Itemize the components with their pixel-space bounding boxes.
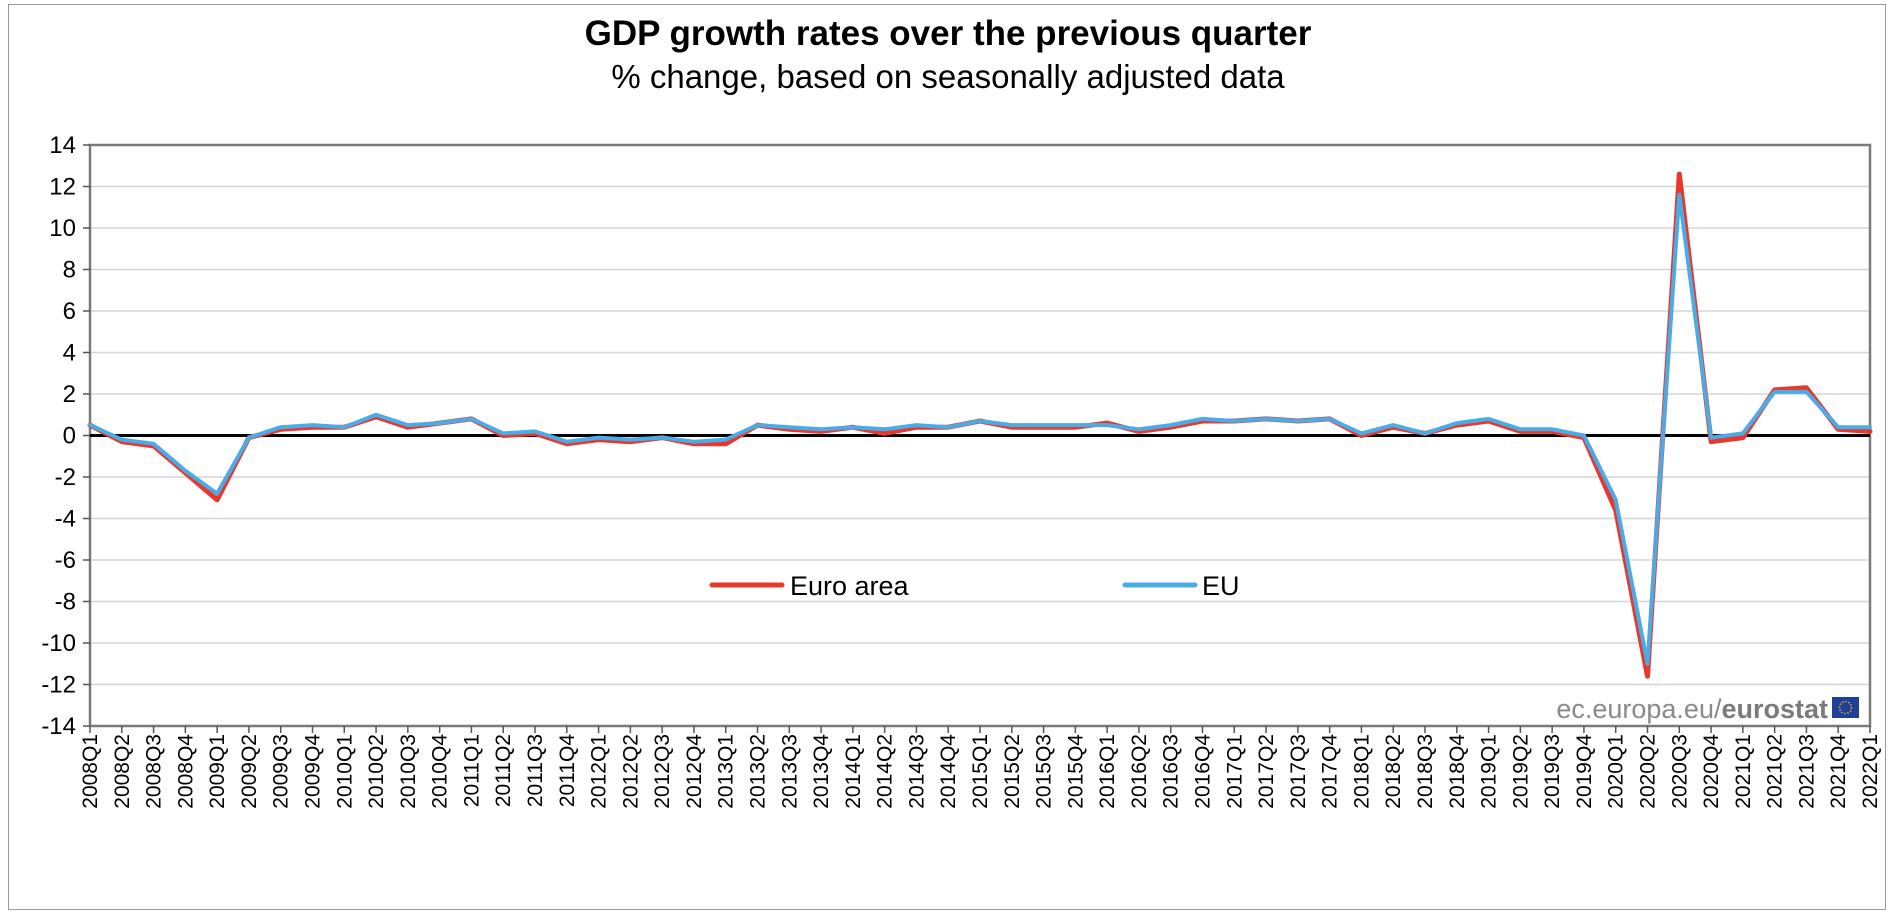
watermark-text: ec.europa.eu/eurostat — [1556, 694, 1828, 724]
x-tick-label: 2020Q1 — [1605, 734, 1628, 809]
x-tick-label: 2017Q3 — [1287, 734, 1310, 809]
x-tick-label: 2014Q2 — [874, 734, 897, 809]
chart-frame — [8, 4, 1886, 910]
x-tick-label: 2012Q4 — [683, 734, 706, 809]
y-tick-label: 10 — [49, 215, 76, 242]
x-tick-label: 2009Q3 — [270, 734, 293, 809]
x-tick-label: 2018Q3 — [1414, 734, 1437, 809]
x-tick-label: 2009Q1 — [206, 734, 229, 809]
x-tick-label: 2019Q3 — [1541, 734, 1564, 809]
gridlines — [90, 185, 1870, 686]
x-tick-label: 2015Q2 — [1001, 734, 1024, 809]
x-tick-label: 2015Q1 — [969, 734, 992, 809]
x-tick-label: 2021Q4 — [1827, 734, 1850, 809]
x-tick-label: 2020Q4 — [1700, 734, 1723, 809]
y-tick-label: 4 — [63, 340, 76, 367]
x-tick-label: 2018Q1 — [1350, 734, 1373, 809]
legend: Euro area EU — [709, 571, 1240, 601]
x-tick-label: 2013Q2 — [747, 734, 770, 809]
x-tick-label: 2015Q4 — [1064, 734, 1087, 809]
x-tick-label: 2011Q1 — [460, 734, 483, 807]
series-line-eu — [88, 192, 1872, 666]
x-tick-label: 2020Q3 — [1668, 734, 1691, 809]
y-tick-label: -8 — [55, 589, 76, 616]
x-axis: 2008Q1 2008Q2 2008Q3 2008Q4 2009Q1 2009Q2 2009… — [79, 726, 1882, 809]
x-tick-label: 2019Q2 — [1509, 734, 1532, 809]
x-tick-label: 2013Q4 — [810, 734, 833, 809]
y-tick-label: 8 — [63, 257, 76, 284]
x-tick-label: 2016Q1 — [1096, 734, 1119, 809]
y-tick-label: -2 — [55, 464, 76, 491]
eurostat-watermark: ec.europa.eu/eurostat — [1556, 694, 1859, 724]
x-tick-label: 2009Q4 — [302, 734, 325, 809]
y-axis: 14 12 10 8 6 4 2 0 -2 -4 -6 -8 -10 -12 -14 — [41, 132, 90, 740]
x-tick-label: 2012Q1 — [588, 734, 611, 809]
x-tick-label: 2017Q1 — [1223, 734, 1246, 809]
x-tick-label: 2016Q3 — [1160, 734, 1183, 809]
x-tick-label: 2017Q2 — [1255, 734, 1278, 809]
x-tick-label: 2016Q4 — [1192, 734, 1215, 809]
x-tick-label: 2019Q1 — [1478, 734, 1501, 809]
series-lines — [87, 171, 1873, 679]
x-tick-label: 2009Q2 — [238, 734, 261, 809]
x-tick-label: 2014Q3 — [905, 734, 928, 809]
x-tick-label: 2008Q2 — [111, 734, 134, 809]
x-tick-label: 2014Q4 — [937, 734, 960, 809]
legend-label-eu: EU — [1202, 571, 1240, 601]
x-tick-label: 2012Q2 — [619, 734, 642, 809]
x-tick-label: 2021Q1 — [1732, 734, 1755, 809]
eu-flag-icon — [1832, 697, 1859, 718]
watermark-brand: eurostat — [1721, 694, 1828, 724]
y-tick-label: 6 — [63, 298, 76, 325]
y-tick-label: 14 — [49, 132, 76, 159]
x-tick-label: 2010Q2 — [365, 734, 388, 809]
x-tick-label: 2018Q4 — [1446, 734, 1469, 809]
x-tick-label: 2012Q3 — [651, 734, 674, 809]
y-tick-label: 2 — [63, 381, 76, 408]
x-tick-label: 2013Q1 — [715, 734, 738, 809]
x-tick-label: 2008Q3 — [143, 734, 166, 809]
x-tick-label: 2014Q1 — [842, 734, 865, 809]
x-tick-label: 2015Q3 — [1033, 734, 1056, 809]
x-tick-label: 2011Q2 — [492, 734, 515, 807]
y-tick-label: 12 — [49, 174, 76, 201]
x-tick-label: 2011Q4 — [556, 734, 579, 807]
watermark-prefix: ec.europa.eu/ — [1556, 694, 1722, 724]
y-tick-label: -4 — [55, 506, 76, 533]
x-tick-label: 2010Q1 — [333, 734, 356, 809]
x-tick-label: 2008Q4 — [174, 734, 197, 809]
x-tick-label: 2019Q4 — [1573, 734, 1596, 809]
x-tick-label: 2017Q4 — [1319, 734, 1342, 809]
y-tick-label: -6 — [55, 547, 76, 574]
x-tick-label: 2022Q1 — [1859, 734, 1882, 809]
x-tick-label: 2016Q2 — [1128, 734, 1151, 809]
chart-subtitle: % change, based on seasonally adjusted d… — [611, 58, 1285, 95]
x-tick-label: 2021Q2 — [1764, 734, 1787, 809]
x-tick-label: 2020Q2 — [1637, 734, 1660, 809]
x-tick-label: 2008Q1 — [79, 734, 102, 809]
y-tick-label: -10 — [41, 630, 76, 657]
x-tick-label: 2018Q2 — [1382, 734, 1405, 809]
y-tick-label: 0 — [63, 423, 76, 450]
x-tick-label: 2010Q4 — [429, 734, 452, 809]
x-tick-label: 2021Q3 — [1795, 734, 1818, 809]
x-tick-label: 2011Q3 — [524, 734, 547, 807]
y-tick-label: -14 — [41, 713, 76, 740]
x-tick-label: 2010Q3 — [397, 734, 420, 809]
y-tick-label: -12 — [41, 672, 76, 699]
legend-label-euro-area: Euro area — [790, 571, 910, 601]
x-tick-label: 2013Q3 — [778, 734, 801, 809]
chart-title: GDP growth rates over the previous quart… — [584, 14, 1312, 53]
